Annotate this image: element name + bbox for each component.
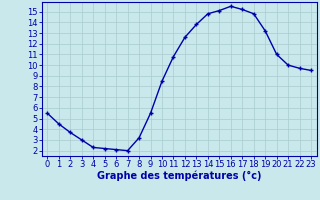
X-axis label: Graphe des températures (°c): Graphe des températures (°c)	[97, 171, 261, 181]
